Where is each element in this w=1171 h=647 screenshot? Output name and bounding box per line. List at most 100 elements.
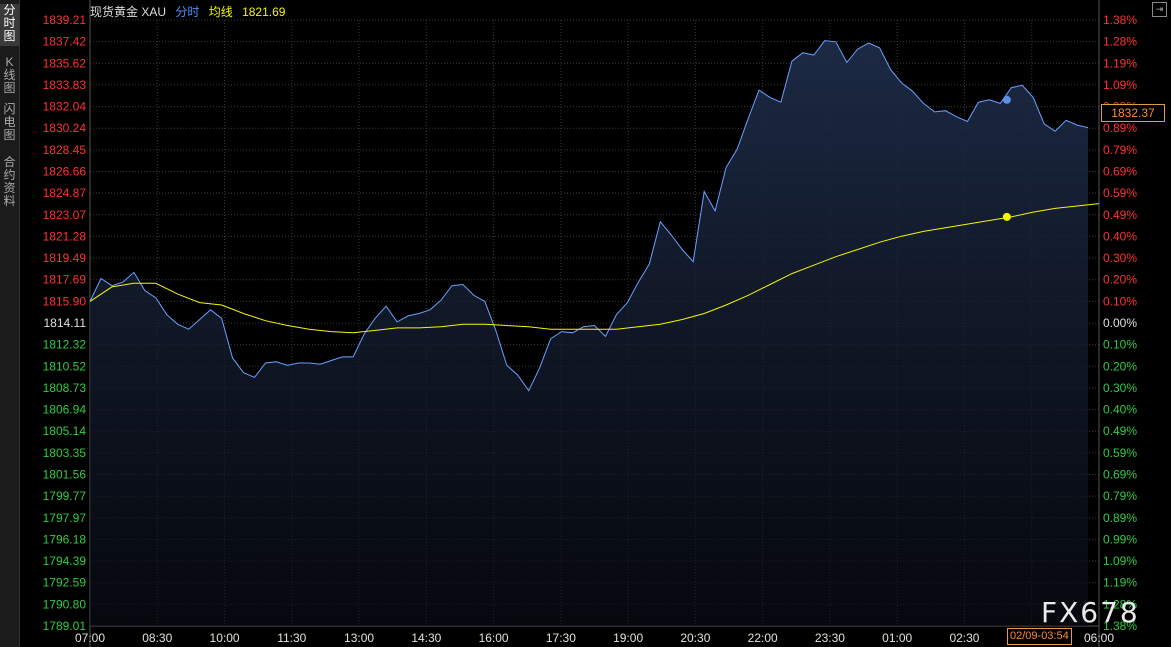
y-left-tick-label: 1819.49 <box>43 251 87 265</box>
y-axis-left: 1839.21 1837.42 1835.62 1833.83 1832.04 1830.… <box>43 13 87 633</box>
y-left-tick-label: 1803.35 <box>43 446 87 460</box>
y-right-tick-label: 1.19% <box>1103 56 1137 70</box>
y-left-tick-label: 1824.87 <box>43 186 87 200</box>
instrument-name: 现货黄金 XAU <box>90 5 167 19</box>
x-tick-label: 11:30 <box>277 631 306 645</box>
y-right-tick-label: 1.09% <box>1103 78 1137 92</box>
y-left-tick-label: 1794.39 <box>43 554 87 568</box>
price-area <box>90 40 1088 627</box>
y-right-tick-label: 0.59% <box>1103 186 1137 200</box>
y-left-tick-label: 1790.80 <box>43 597 87 611</box>
y-right-tick-label: 0.79% <box>1103 143 1137 157</box>
price-line <box>89 40 1089 392</box>
y-right-tick-label: 0.40% <box>1103 229 1137 243</box>
y-left-tick-label: 1806.94 <box>43 403 87 417</box>
x-tick-label: 10:00 <box>210 631 240 645</box>
x-tick-label: 19:00 <box>613 631 643 645</box>
x-tick-label: 23:30 <box>815 631 845 645</box>
y-right-tick-label: 0.79% <box>1103 489 1137 503</box>
y-right-tick-label: 0.00% <box>1103 316 1137 330</box>
x-tick-label: 16:00 <box>479 631 509 645</box>
y-right-tick-label: 0.40% <box>1103 403 1137 417</box>
chart-header: 现货黄金 XAU 分时 均线 1821.69 <box>90 3 291 19</box>
avg-label: 均线 <box>208 5 233 19</box>
y-left-tick-label: 1805.14 <box>43 424 87 438</box>
y-right-tick-label: 1.09% <box>1103 554 1137 568</box>
y-right-tick-label: 0.89% <box>1103 511 1137 525</box>
y-right-tick-label: 0.20% <box>1103 359 1137 373</box>
y-left-tick-label: 1837.42 <box>43 35 87 49</box>
y-right-tick-label: 0.59% <box>1103 446 1137 460</box>
y-right-tick-label: 1.38% <box>1103 619 1137 633</box>
x-tick-label: 06:00 <box>1084 631 1114 645</box>
x-tick-label: 20:30 <box>680 631 710 645</box>
y-right-tick-label: 0.99% <box>1103 532 1137 546</box>
y-right-tick-label: 1.28% <box>1103 35 1137 49</box>
y-left-tick-label: 1839.21 <box>43 13 87 27</box>
y-left-tick-label: 1801.56 <box>43 468 87 482</box>
average-line <box>89 203 1100 334</box>
avg-cursor-dot <box>1002 212 1011 221</box>
y-right-tick-label: 0.10% <box>1103 338 1137 352</box>
y-left-tick-label: 1814.11 <box>44 316 87 330</box>
y-left-tick-label: 1826.66 <box>43 165 87 179</box>
x-tick-label: 13:00 <box>344 631 374 645</box>
y-left-tick-label: 1821.28 <box>43 229 87 243</box>
y-left-tick-label: 1792.59 <box>43 576 87 590</box>
y-right-tick-label: 1.38% <box>1103 13 1137 27</box>
y-left-tick-label: 1796.18 <box>43 532 87 546</box>
avg-value: 1821.69 <box>242 5 286 19</box>
tab-intraday[interactable]: 分时图 <box>0 4 19 46</box>
expand-panel-icon[interactable]: ⇥ <box>1152 2 1167 17</box>
y-right-tick-label: 0.20% <box>1103 273 1137 287</box>
mode-label: 分时 <box>175 5 200 19</box>
x-tick-label: 22:00 <box>748 631 778 645</box>
y-right-tick-label: 0.30% <box>1103 251 1137 265</box>
y-left-tick-label: 1799.77 <box>43 489 87 503</box>
y-left-tick-label: 1815.90 <box>43 294 87 308</box>
y-left-tick-label: 1828.45 <box>43 143 87 157</box>
y-left-tick-label: 1812.32 <box>43 338 87 352</box>
y-left-tick-label: 1808.73 <box>43 381 87 395</box>
y-right-tick-label: 0.49% <box>1103 208 1137 222</box>
last-price-tag: 1832.37 <box>1101 104 1165 122</box>
y-left-tick-label: 1830.24 <box>43 121 87 135</box>
tab-contract-info[interactable]: 合约资料 <box>0 156 19 212</box>
tab-kline[interactable]: K线图 <box>0 56 19 98</box>
y-right-tick-label: 0.69% <box>1103 468 1137 482</box>
watermark-logo: FX678 <box>1041 596 1140 629</box>
y-axis-right: 1.38% 1.28% 1.19% 1.09% 0.99% 0.89% 0.79% 0.69%… <box>1103 13 1137 633</box>
tab-intraday-label: 分时图 <box>3 3 16 43</box>
y-right-tick-label: 0.69% <box>1103 165 1137 179</box>
tab-kline-label: K线图 <box>3 55 16 95</box>
x-tick-label: 02:30 <box>949 631 979 645</box>
cursor-markers <box>1002 95 1011 221</box>
y-right-tick-label: 0.10% <box>1103 294 1137 308</box>
y-right-tick-label: 0.89% <box>1103 121 1137 135</box>
y-left-tick-label: 1833.83 <box>43 78 87 92</box>
price-cursor-dot <box>1002 95 1011 104</box>
cursor-time-label: 02/09-03:54 <box>1007 628 1072 645</box>
x-tick-label: 07:00 <box>75 631 105 645</box>
y-left-tick-label: 1832.04 <box>43 100 87 114</box>
x-axis: 07:00 08:30 10:00 11:30 13:00 14:30 16:00 17:30… <box>75 631 1114 645</box>
y-right-tick-label: 1.19% <box>1103 576 1137 590</box>
y-left-tick-label: 1823.07 <box>43 208 87 222</box>
x-tick-label: 14:30 <box>411 631 441 645</box>
y-left-tick-label: 1835.62 <box>43 56 87 70</box>
y-right-tick-label: 0.30% <box>1103 381 1137 395</box>
y-right-tick-label: 1.28% <box>1103 597 1137 611</box>
x-tick-label: 17:30 <box>546 631 576 645</box>
y-left-tick-label: 1789.01 <box>43 619 87 633</box>
y-right-tick-label: 0.49% <box>1103 424 1137 438</box>
x-tick-label: 08:30 <box>142 631 172 645</box>
y-left-tick-label: 1810.52 <box>43 359 87 373</box>
tab-flash[interactable]: 闪电图 <box>0 103 19 145</box>
y-left-tick-label: 1817.69 <box>43 273 87 287</box>
chart-mode-sidebar: 分时图 K线图 闪电图 合约资料 <box>0 0 20 647</box>
tab-contract-info-label: 合约资料 <box>3 155 16 208</box>
x-tick-label: 01:00 <box>882 631 912 645</box>
tab-flash-label: 闪电图 <box>3 102 16 142</box>
y-left-tick-label: 1797.97 <box>43 511 87 525</box>
